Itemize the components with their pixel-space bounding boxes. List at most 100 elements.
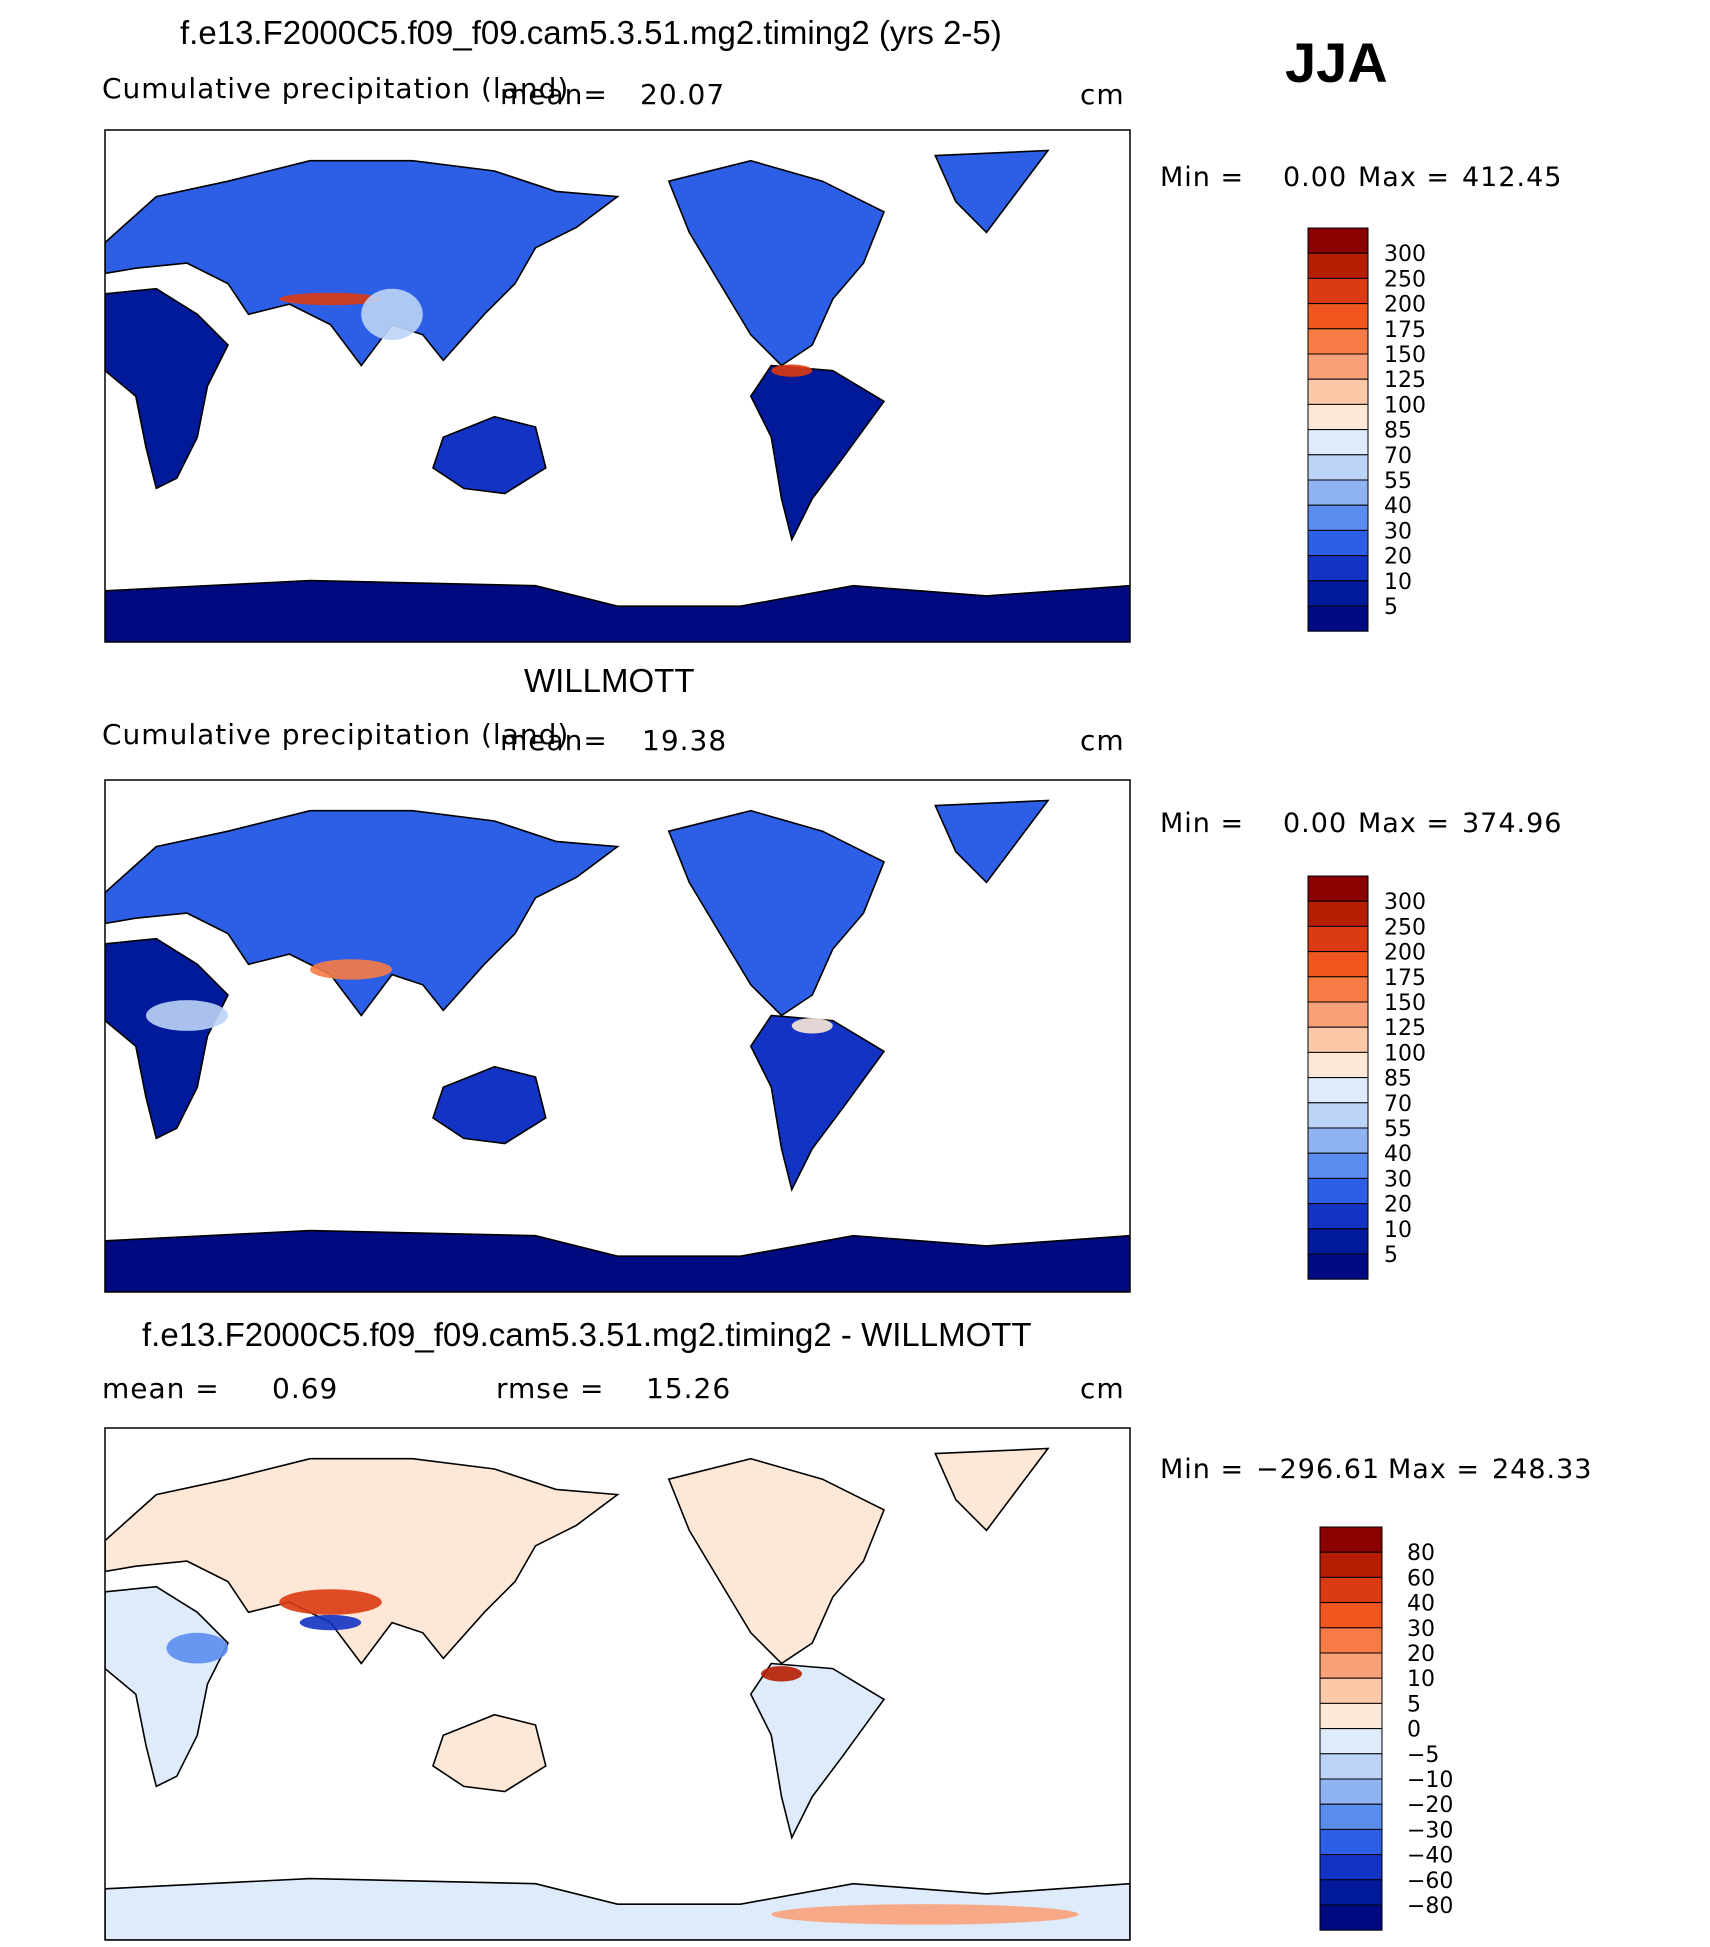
panel1-max-value: 412.45 — [1462, 162, 1563, 193]
colorbar-tick-label: 85 — [1384, 1067, 1412, 1092]
colorbar-tick-label: 80 — [1407, 1541, 1435, 1566]
colorbar-box — [1307, 875, 1369, 902]
colorbar-tick-label: 10 — [1384, 570, 1412, 595]
colorbar-tick-label: −5 — [1407, 1743, 1439, 1768]
colorbar-tick-label: 10 — [1384, 1218, 1412, 1243]
colorbar-box — [1307, 303, 1369, 330]
continent-namerica — [667, 159, 886, 367]
panel2-mean-value: 19.38 — [642, 724, 728, 757]
panel1-min-value: 0.00 — [1283, 162, 1348, 193]
colorbar-box — [1319, 1602, 1383, 1629]
colorbar-box — [1307, 555, 1369, 582]
panel3-max-label: Max = — [1388, 1454, 1481, 1485]
colorbar-box — [1307, 1152, 1369, 1179]
panel2-units: cm — [1080, 724, 1125, 757]
panel3-min-label: Min = — [1160, 1454, 1245, 1485]
colorbar-tick-label: 30 — [1384, 1167, 1412, 1192]
colorbar-tick-label: 70 — [1384, 444, 1412, 469]
colorbar-box — [1307, 403, 1369, 431]
colorbar-tick-label: 55 — [1384, 469, 1412, 494]
colorbar-box — [1319, 1778, 1383, 1805]
colorbar-box — [1307, 1001, 1369, 1028]
colorbar-tick-label: 200 — [1384, 941, 1426, 966]
colorbar-box — [1319, 1526, 1383, 1553]
colorbar-tick-label: 250 — [1384, 915, 1426, 940]
precip-feature — [299, 1614, 362, 1631]
colorbar-box — [1307, 925, 1369, 953]
map-panel-3 — [104, 1427, 1131, 1941]
precip-feature — [279, 292, 382, 306]
colorbar-tick-label: 175 — [1384, 966, 1426, 991]
precip-feature — [761, 1666, 802, 1682]
panel1-units: cm — [1080, 78, 1125, 111]
map-panel-2 — [104, 779, 1131, 1293]
panel3-mean-value: 0.69 — [272, 1372, 339, 1405]
panel3-max-value: 248.33 — [1492, 1454, 1593, 1485]
colorbar-tick-label: 20 — [1384, 1193, 1412, 1218]
colorbar-tick-label: 100 — [1384, 393, 1426, 418]
colorbar-box — [1307, 580, 1369, 607]
continent-samerica — [749, 1014, 886, 1192]
colorbar-box — [1319, 1627, 1383, 1654]
colorbar-box — [1307, 353, 1369, 380]
map-frame — [104, 779, 1131, 1293]
colorbar-tick-label: 0 — [1407, 1718, 1421, 1743]
colorbar-tick-label: 5 — [1384, 595, 1398, 620]
colorbar-box — [1307, 976, 1369, 1003]
colorbar-tick-label: 40 — [1384, 494, 1412, 519]
colorbar-box — [1319, 1828, 1383, 1856]
map-panel-1 — [104, 129, 1131, 643]
colorbar-box — [1319, 1879, 1383, 1906]
colorbar-tick-label: 250 — [1384, 267, 1426, 292]
precip-feature — [166, 1632, 228, 1664]
colorbar-box — [1307, 1127, 1369, 1154]
colorbar-tick-label: 100 — [1384, 1041, 1426, 1066]
continent-greenland — [934, 1447, 1050, 1532]
colorbar-box — [1307, 529, 1369, 557]
continent-africa — [105, 937, 229, 1140]
continent-namerica — [667, 1457, 886, 1665]
continent-samerica — [749, 1662, 886, 1840]
colorbar-box — [1307, 479, 1369, 506]
panel2-max-value: 374.96 — [1462, 808, 1563, 839]
colorbar-tick-label: 175 — [1384, 318, 1426, 343]
precip-feature — [361, 288, 423, 340]
colorbar-tick-label: 70 — [1384, 1092, 1412, 1117]
continent-australia — [432, 415, 547, 495]
colorbar-tick-label: 5 — [1407, 1692, 1421, 1717]
colorbar-box — [1319, 1576, 1383, 1604]
colorbar-box — [1307, 252, 1369, 279]
colorbar-tick-label: 150 — [1384, 991, 1426, 1016]
panel2-min-label: Min = — [1160, 808, 1245, 839]
continent-samerica — [749, 364, 886, 542]
colorbar-tick-label: 55 — [1384, 1117, 1412, 1142]
colorbar-tick-label: 125 — [1384, 1016, 1426, 1041]
map-frame — [104, 129, 1131, 643]
colorbar-box — [1319, 1677, 1383, 1704]
colorbar-box — [1319, 1551, 1383, 1578]
colorbar-box — [1319, 1652, 1383, 1679]
panel3-min-value: −296.61 — [1256, 1454, 1381, 1485]
colorbar-tick-label: 5 — [1384, 1243, 1398, 1268]
colorbar-box — [1307, 504, 1369, 531]
continent-greenland — [934, 149, 1050, 234]
panel1-mean-value: 20.07 — [640, 78, 726, 111]
colorbar-box — [1307, 277, 1369, 305]
continent-antarctica — [105, 1229, 1130, 1292]
colorbar-box — [1307, 227, 1369, 254]
colorbar-tick-label: 150 — [1384, 343, 1426, 368]
colorbar-box — [1319, 1854, 1383, 1881]
colorbar-box — [1307, 605, 1369, 632]
colorbar-box — [1307, 1077, 1369, 1104]
panel2-max-label: Max = — [1358, 808, 1451, 839]
panel1-max-label: Max = — [1358, 162, 1451, 193]
continent-antarctica — [105, 1877, 1130, 1940]
colorbar-tick-label: −10 — [1407, 1768, 1453, 1793]
colorbar-box — [1307, 951, 1369, 978]
colorbar-box — [1307, 1203, 1369, 1230]
colorbar-tick-label: 200 — [1384, 293, 1426, 318]
continent-antarctica — [105, 579, 1130, 642]
colorbar-tick-label: 20 — [1384, 545, 1412, 570]
